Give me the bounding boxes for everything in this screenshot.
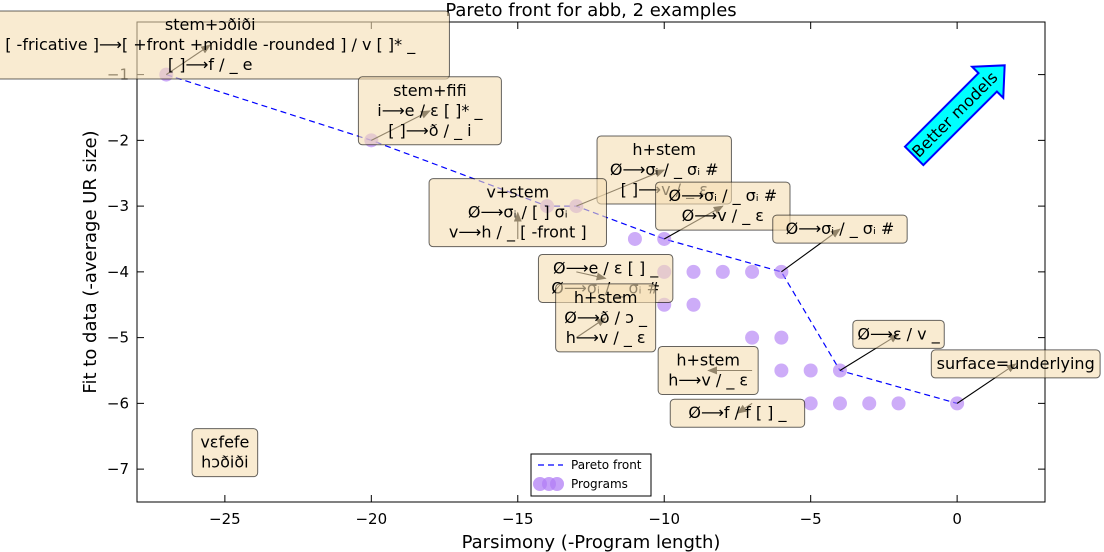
annotation-line: Ø⟶σᵢ / _ σᵢ # [610, 160, 719, 180]
y-tick-label: −7 [107, 460, 129, 478]
x-tick-label: −15 [502, 510, 534, 528]
program-point [686, 297, 701, 312]
annotation-ann-sigma-v-eps: Ø⟶σᵢ / _ σᵢ #Ø⟶v / _ ɛ [655, 181, 791, 240]
x-tick-label: 0 [952, 510, 962, 528]
annotation-stem-edhidhi: stem+ɔðiði[ -fricative ]⟶[ +front +middl… [0, 10, 450, 80]
x-tick-label: −5 [800, 510, 822, 528]
legend: Pareto front Programs [530, 453, 652, 497]
annotation-line: h+stem [676, 350, 740, 369]
program-point [627, 231, 642, 246]
annotation-line: [ -fricative ]⟶[ +front +middle -rounded… [5, 35, 416, 55]
annotation-line: [ ]⟶f / _ e [168, 55, 253, 75]
annotations: stem+ɔðiði[ -fricative ]⟶[ +front +middl… [0, 10, 1101, 478]
x-tick-label: −25 [209, 510, 241, 528]
better-models-label: Better models [908, 68, 1001, 161]
annotation-box [357, 76, 502, 146]
annotation-line: Ø⟶v / _ ɛ [682, 206, 764, 226]
annotation-ann-f-f: Ø⟶f / f [ ] _ [669, 398, 806, 428]
annotation-box [655, 181, 791, 231]
annotation-line: surface=underlying [937, 354, 1095, 373]
pareto-front-line [166, 74, 958, 404]
annotation-line: Ø⟶f / f [ ] _ [688, 403, 787, 423]
annotation-line: Ø⟶σᵢ / [ ] σᵢ [468, 203, 568, 222]
chart-title: Pareto front for abb, 2 examples [445, 0, 736, 21]
legend-label-programs: Programs [571, 477, 628, 491]
program-point [774, 363, 789, 378]
program-point [715, 264, 730, 279]
annotation-line: h+stem [574, 288, 638, 307]
x-tick-label: −20 [355, 510, 387, 528]
annotation-line: Ø⟶e / ɛ [ ] _ [553, 258, 659, 278]
annotation-box [0, 10, 450, 80]
annotation-line: h+stem [632, 140, 696, 159]
annotation-line: h⟶v / _ ɛ [566, 328, 646, 348]
annotation-box [772, 214, 908, 244]
y-axis-label: Fit to data (-average UR size) [80, 130, 101, 393]
better-models-arrow: Better models [903, 64, 1006, 167]
annotation-line: h⟶v / _ ɛ [668, 370, 748, 390]
annotation-box [555, 283, 657, 353]
y-tick-label: −2 [107, 131, 129, 149]
annotation-box [852, 319, 945, 349]
annotation-line: [ ]⟶ð / _ i [388, 121, 471, 141]
annotation-line: i⟶e / ɛ [ ]* _ [377, 101, 483, 121]
program-point [774, 330, 789, 345]
program-point [803, 363, 818, 378]
program-point [803, 396, 818, 411]
better-models-arrow-shape [903, 64, 1006, 167]
annotation-line: Ø⟶σᵢ / _ σᵢ # [668, 186, 777, 206]
annotation-box [930, 349, 1101, 379]
annotation-line: vɛfefe [200, 433, 249, 452]
annotation-surface-underlying: surface=underlying [930, 349, 1101, 404]
annotation-line: Ø⟶ɛ / v _ [857, 324, 940, 344]
y-tick-label: −3 [107, 197, 129, 215]
y-tick-label: −6 [107, 394, 129, 412]
annotation-box [191, 428, 259, 478]
annotation-ann-sigma-1: Ø⟶σᵢ / _ σᵢ # [772, 214, 908, 273]
legend-marker-3 [550, 477, 564, 491]
annotation-box [428, 178, 607, 248]
annotation-box [657, 345, 759, 395]
program-point [686, 264, 701, 279]
annotation-line: hɔðiði [201, 453, 248, 472]
y-tick-label: −4 [107, 263, 129, 281]
annotation-line: stem+ɔðiði [165, 15, 256, 34]
program-point [832, 396, 847, 411]
plot-border [136, 21, 1046, 503]
x-axis-label: Parsimony (-Program length) [462, 532, 721, 552]
pareto-front-path [166, 74, 958, 404]
annotation-line: Ø⟶σᵢ / _ σᵢ # [786, 219, 895, 239]
legend-label-pareto: Pareto front [571, 458, 642, 472]
annotation-line: v⟶h / _ [ -front ] [449, 223, 587, 243]
annotation-ann-eps-v: Ø⟶ɛ / v _ [839, 319, 945, 371]
plot-area [136, 21, 1046, 503]
annotation-line: Ø⟶ð / ɔ _ [564, 308, 648, 328]
annotation-box [669, 398, 806, 428]
y-tick-label: −5 [107, 329, 129, 347]
annotation-line: stem+fifi [393, 81, 467, 100]
better-models-callout: Better models [903, 64, 1006, 167]
program-point [745, 264, 760, 279]
program-point [891, 396, 906, 411]
x-tick-label: −10 [648, 510, 680, 528]
program-point [862, 396, 877, 411]
annotation-line: v+stem [486, 183, 549, 202]
program-point [745, 330, 760, 345]
